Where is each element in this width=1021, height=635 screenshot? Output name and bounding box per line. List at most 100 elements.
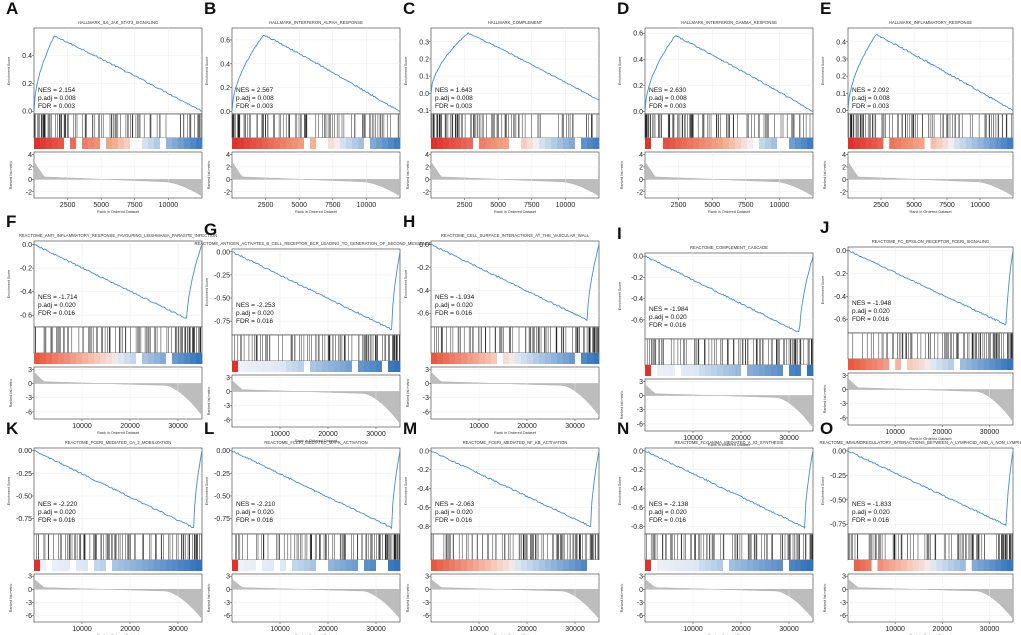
padj-value: 0.008 (258, 95, 275, 102)
ranked-color-segment (503, 560, 510, 571)
ranked-color-segment (912, 560, 920, 571)
ranked-color-segment (190, 560, 197, 571)
padj-value: 0.008 (874, 95, 891, 102)
ranked-color-segment (479, 560, 486, 571)
ranked-color-segment (989, 359, 996, 370)
ranked-color-segment (124, 138, 131, 149)
nes-key: NES (435, 294, 449, 301)
ranked-color-segment (346, 138, 353, 149)
metric-tick-label: 4 (226, 152, 230, 159)
ranked-color-segment (717, 560, 724, 571)
fdr-eq: = (662, 517, 669, 524)
padj-value: 0.020 (874, 308, 891, 315)
ranked-color-segment (521, 560, 528, 571)
x-tick-label: 10000 (270, 626, 290, 633)
padj-key: p.adj (649, 314, 663, 321)
ranked-color-segment (316, 560, 323, 571)
es-tick-label: -0.6 (631, 505, 643, 512)
nes-stat: NES = -2.253 (236, 302, 276, 309)
ranked-color-segment (124, 560, 131, 571)
metric-frame (231, 374, 401, 428)
nes-value: -2.210 (257, 501, 276, 508)
ranked-color-segment (58, 560, 65, 571)
padj-eq: = (52, 302, 59, 309)
gsea-panel-i: I REACTOME_COMPLEMENT_CASCADE 0.0 -0.2 -0.4 -… (617, 224, 814, 447)
ranked-color-segment (184, 138, 191, 149)
ranked-color-segment (705, 138, 712, 149)
x-tick-label: 5000 (906, 202, 922, 209)
fdr-value: 0.003 (670, 103, 687, 110)
ranked-color-segment (298, 361, 305, 372)
plot-title: HALLMARK_INFLAMMATORY_RESPONSE (889, 20, 973, 25)
ranked-color-segment (232, 138, 239, 149)
ranked-color-segment (795, 138, 802, 149)
ranked-color-segment (895, 560, 902, 571)
ranked-color-segment (467, 560, 474, 571)
ranked-color-segment (593, 353, 600, 364)
padj-key: p.adj (236, 310, 250, 317)
es-frame (847, 27, 1014, 115)
nes-value: 1.643 (456, 87, 473, 94)
padj-eq: = (866, 509, 873, 516)
ranked-color-segment (895, 138, 902, 149)
nes-stat: NES = -1.984 (649, 306, 689, 313)
ranked-color-segment (449, 138, 456, 149)
ranked-color-segment (34, 353, 41, 364)
padj-value: 0.020 (874, 509, 891, 516)
ranked-color-segment (977, 359, 984, 370)
nes-eq: = (249, 501, 256, 508)
ranked-color-segment (669, 560, 676, 571)
nes-stat: NES = -1.833 (852, 501, 892, 508)
ranked-color-segment (352, 560, 359, 571)
es-frame (847, 246, 1014, 334)
ranked-color-segment (551, 138, 558, 149)
x-axis-label: Rank in Ordered Dataset (708, 443, 751, 447)
fdr-eq: = (865, 316, 872, 323)
metric-tick-label: 0 (842, 387, 846, 394)
ranked-color-segment (509, 560, 516, 571)
ranked-color-segment (569, 353, 576, 364)
es-axis-label: Enrichment Score (618, 57, 622, 86)
ranked-color-segment (681, 365, 688, 376)
metric-tick-label: -6 (26, 613, 32, 620)
ranked-color-segment (467, 138, 474, 149)
metric-tick-label: -3 (224, 403, 230, 410)
ranked-color-segment (545, 138, 552, 149)
x-tick-label: 10000 (159, 202, 179, 209)
x-tick-label: 10000 (683, 626, 703, 633)
nes-stat: NES = 1.643 (435, 87, 472, 94)
ranked-color-segment (759, 365, 766, 376)
fdr-eq: = (865, 103, 872, 110)
ranked-color-segment (723, 560, 730, 571)
ranked-color-segment (865, 138, 872, 149)
ranked-color-segment (76, 138, 83, 149)
ranked-color-segment (651, 138, 658, 149)
ranked-color-segment (232, 560, 239, 571)
running-es-line (33, 450, 203, 529)
nes-value: -1.833 (873, 501, 892, 508)
x-tick-label: 2500 (873, 202, 889, 209)
metric-tick-label: 2 (28, 164, 32, 171)
metric-tick-label: -2 (637, 189, 643, 196)
x-tick-label: 30000 (779, 435, 799, 442)
ranked-color-segment (883, 359, 890, 370)
nes-key: NES (38, 294, 52, 301)
ranked-color-segment (533, 560, 540, 571)
fdr-value: 0.016 (257, 318, 274, 325)
panel-label: A (6, 0, 18, 18)
ranked-color-segment (954, 560, 961, 571)
metric-tick-label: 0 (226, 177, 230, 184)
es-tick-label: 0.1 (419, 74, 429, 81)
panel-label: B (204, 0, 216, 18)
nes-stat: NES = 2.567 (236, 87, 273, 94)
padj-value: 0.020 (671, 509, 688, 516)
es-tick-label: -0.4 (20, 289, 32, 296)
ranked-color-segment (382, 361, 389, 372)
panel-label: M (403, 419, 417, 438)
ranked-color-segment (859, 560, 867, 571)
plot-title: REACTOME_CELL_SURFACE_INTERACTIONS_AT_TH… (441, 233, 590, 238)
nes-value: -1.948 (873, 300, 892, 307)
plot-title: REACTOME_FCERI_MEDIATED_NF_KB_ACTIVATION (463, 440, 568, 445)
ranked-color-segment (729, 365, 736, 376)
metric-frame (430, 366, 600, 420)
